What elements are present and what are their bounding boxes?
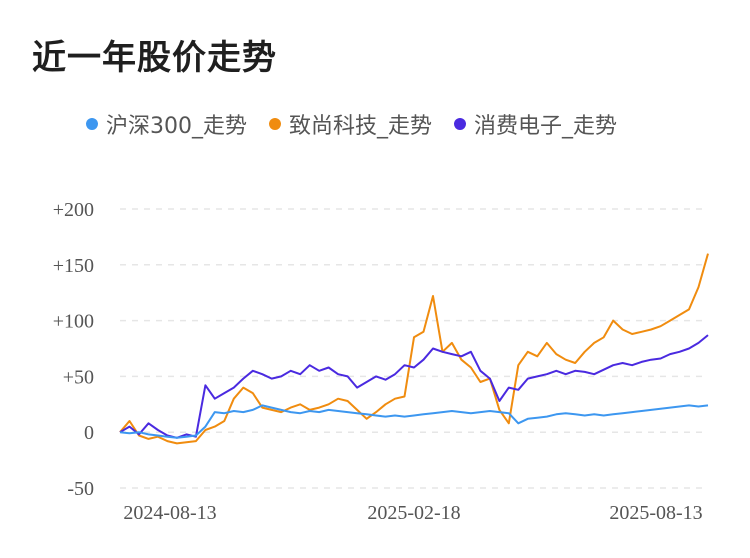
legend-label-1: 致尚科技_走势 xyxy=(289,114,433,139)
legend-item-0[interactable]: 沪深300_走势 xyxy=(86,108,247,140)
x-tick-label: 2024-08-13 xyxy=(123,502,216,524)
y-tick-label: +100 xyxy=(53,311,94,333)
series-line-1 xyxy=(119,253,709,445)
chart-legend: 沪深300_走势 致尚科技_走势 消费电子_走势 xyxy=(86,108,617,140)
y-tick-label: +150 xyxy=(53,255,94,277)
y-tick-label: +200 xyxy=(53,199,94,221)
legend-marker-0 xyxy=(86,118,98,130)
x-tick-label: 2025-02-18 xyxy=(367,502,460,524)
legend-marker-2 xyxy=(454,118,467,130)
series-line-0 xyxy=(119,404,709,439)
y-tick-label: +50 xyxy=(63,366,94,388)
chart-title: 近一年股价走势 xyxy=(32,38,277,78)
series-line-2 xyxy=(119,334,709,439)
legend-label-0: 沪深300_走势 xyxy=(106,114,247,139)
legend-item-2[interactable]: 消费电子_走势 xyxy=(454,108,617,140)
x-tick-label: 2025-08-13 xyxy=(609,502,702,524)
y-tick-label: 0 xyxy=(84,422,94,444)
legend-item-1[interactable]: 致尚科技_走势 xyxy=(269,108,432,140)
legend-marker-1 xyxy=(269,118,281,130)
y-tick-label: -50 xyxy=(67,478,94,500)
legend-label-2: 消费电子_走势 xyxy=(474,114,618,139)
